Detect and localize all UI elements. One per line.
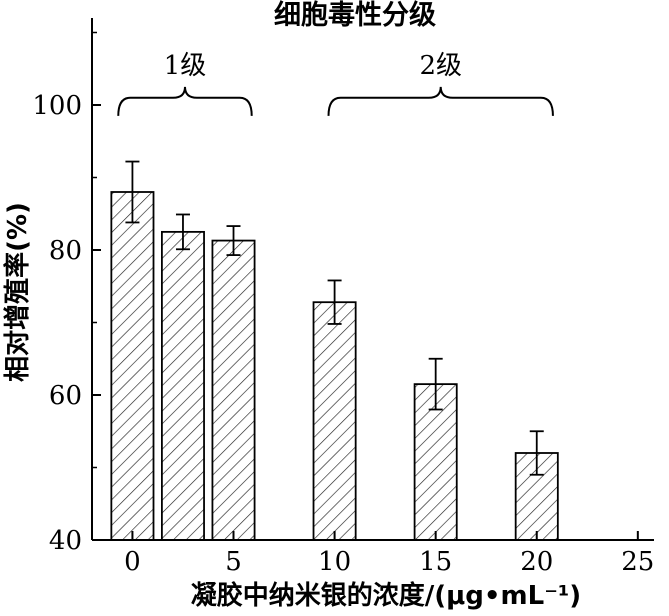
y-tick-label: 100 (32, 91, 82, 121)
y-axis-label: 相对增殖率(%) (2, 202, 33, 382)
y-tick-label: 40 (49, 526, 82, 556)
error-bars (125, 160, 544, 476)
bar (110, 191, 155, 541)
x-axis-label: 凝胶中纳米银的浓度/(μg•mL⁻¹) (191, 580, 581, 611)
group-brace (117, 86, 253, 116)
group-brace (327, 86, 554, 116)
chart-title: 细胞毒性分级 (274, 0, 436, 31)
group-braces: 1级 2级 (117, 51, 554, 116)
bars (110, 191, 559, 541)
axes: 40 60 80 100 0 5 10 15 20 25 (32, 18, 654, 577)
x-tick-label: 25 (621, 547, 654, 577)
group-label: 2级 (419, 51, 462, 81)
group-label: 1级 (164, 51, 207, 81)
bar (160, 230, 205, 541)
bar (312, 301, 357, 541)
y-tick-label: 60 (49, 381, 82, 411)
bar (211, 239, 256, 541)
x-tick-label: 15 (419, 547, 452, 577)
x-tick-label: 0 (124, 547, 141, 577)
x-tick-label: 5 (225, 547, 242, 577)
x-tick-label: 20 (520, 547, 553, 577)
x-tick-label: 10 (318, 547, 351, 577)
y-tick-label: 80 (49, 236, 82, 266)
